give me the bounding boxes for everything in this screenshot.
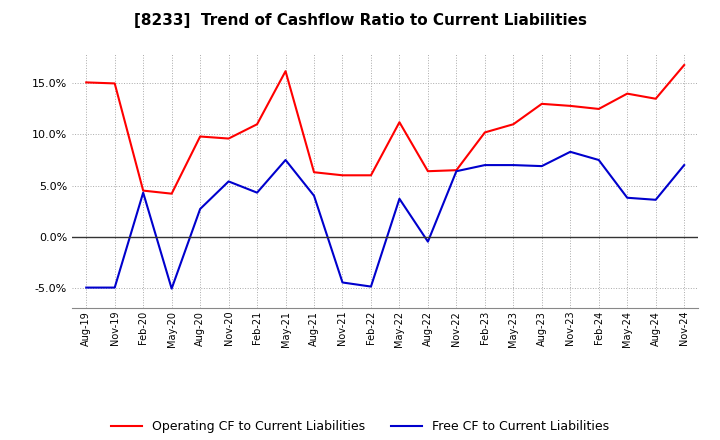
- Free CF to Current Liabilities: [196, 206, 204, 212]
- Operating CF to Current Liabilities: [338, 172, 347, 178]
- Operating CF to Current Liabilities: [595, 106, 603, 112]
- Operating CF to Current Liabilities: [282, 69, 290, 74]
- Operating CF to Current Liabilities: [652, 96, 660, 101]
- Free CF to Current Liabilities: [652, 197, 660, 202]
- Free CF to Current Liabilities: [452, 169, 461, 174]
- Legend: Operating CF to Current Liabilities, Free CF to Current Liabilities: Operating CF to Current Liabilities, Fre…: [106, 415, 614, 438]
- Operating CF to Current Liabilities: [82, 80, 91, 85]
- Free CF to Current Liabilities: [395, 196, 404, 202]
- Free CF to Current Liabilities: [338, 280, 347, 285]
- Free CF to Current Liabilities: [139, 190, 148, 195]
- Operating CF to Current Liabilities: [623, 91, 631, 96]
- Free CF to Current Liabilities: [110, 285, 119, 290]
- Free CF to Current Liabilities: [167, 286, 176, 291]
- Free CF to Current Liabilities: [310, 193, 318, 198]
- Operating CF to Current Liabilities: [196, 134, 204, 139]
- Operating CF to Current Liabilities: [310, 169, 318, 175]
- Operating CF to Current Liabilities: [452, 168, 461, 173]
- Operating CF to Current Liabilities: [509, 121, 518, 127]
- Operating CF to Current Liabilities: [566, 103, 575, 109]
- Operating CF to Current Liabilities: [253, 121, 261, 127]
- Line: Operating CF to Current Liabilities: Operating CF to Current Liabilities: [86, 65, 684, 194]
- Free CF to Current Liabilities: [82, 285, 91, 290]
- Free CF to Current Liabilities: [282, 158, 290, 163]
- Free CF to Current Liabilities: [566, 149, 575, 154]
- Operating CF to Current Liabilities: [395, 120, 404, 125]
- Free CF to Current Liabilities: [423, 239, 432, 244]
- Operating CF to Current Liabilities: [366, 172, 375, 178]
- Operating CF to Current Liabilities: [423, 169, 432, 174]
- Operating CF to Current Liabilities: [537, 101, 546, 106]
- Line: Free CF to Current Liabilities: Free CF to Current Liabilities: [86, 152, 684, 289]
- Operating CF to Current Liabilities: [480, 130, 489, 135]
- Free CF to Current Liabilities: [595, 158, 603, 163]
- Free CF to Current Liabilities: [623, 195, 631, 200]
- Free CF to Current Liabilities: [537, 164, 546, 169]
- Operating CF to Current Liabilities: [110, 81, 119, 86]
- Free CF to Current Liabilities: [225, 179, 233, 184]
- Free CF to Current Liabilities: [680, 162, 688, 168]
- Operating CF to Current Liabilities: [225, 136, 233, 141]
- Operating CF to Current Liabilities: [680, 62, 688, 68]
- Text: [8233]  Trend of Cashflow Ratio to Current Liabilities: [8233] Trend of Cashflow Ratio to Curren…: [133, 13, 587, 28]
- Operating CF to Current Liabilities: [139, 188, 148, 193]
- Free CF to Current Liabilities: [480, 162, 489, 168]
- Free CF to Current Liabilities: [366, 284, 375, 289]
- Free CF to Current Liabilities: [253, 190, 261, 195]
- Operating CF to Current Liabilities: [167, 191, 176, 196]
- Free CF to Current Liabilities: [509, 162, 518, 168]
